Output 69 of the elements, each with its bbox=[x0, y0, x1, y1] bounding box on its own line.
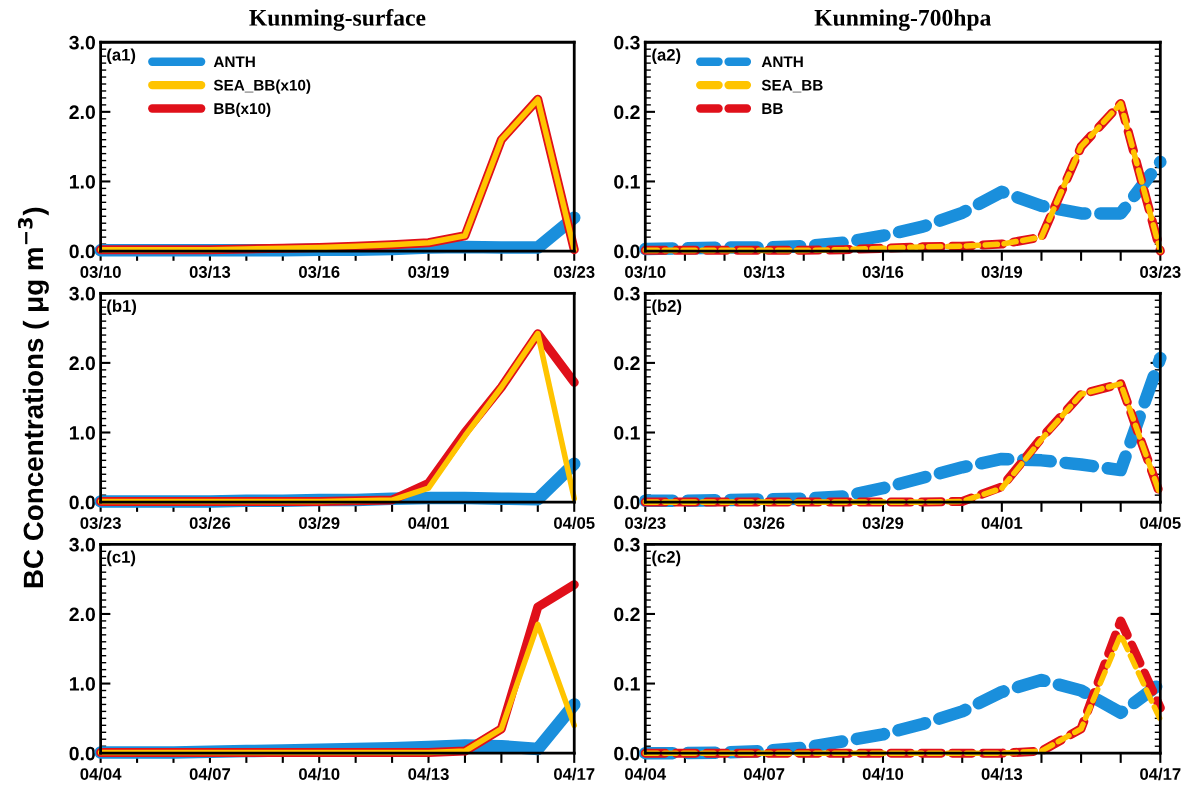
annotation: (b1) bbox=[107, 299, 137, 316]
y-tick-label: 2.0 bbox=[69, 607, 95, 622]
chart-title: Kunming-700hpa bbox=[814, 9, 992, 31]
legend-label: BB bbox=[762, 103, 783, 114]
x-tick-label: 03/19 bbox=[981, 265, 1023, 279]
x-tick-label: 03/13 bbox=[189, 265, 231, 279]
x-tick-label: 03/10 bbox=[625, 265, 666, 279]
x-tick-label: 04/05 bbox=[1140, 516, 1181, 530]
y-tick-label: 0.1 bbox=[614, 174, 640, 189]
y-tick-label: 0.3 bbox=[614, 537, 640, 552]
y-tick-label: 0.1 bbox=[614, 425, 640, 440]
x-tick-label: 03/19 bbox=[408, 265, 449, 279]
y-tick-label: 2.0 bbox=[69, 356, 95, 371]
y-tick-label: 0.3 bbox=[614, 35, 640, 50]
annotation: (a1) bbox=[107, 48, 136, 65]
x-tick-label: 03/29 bbox=[299, 516, 340, 530]
y-tick-label: 0.2 bbox=[614, 607, 640, 622]
x-tick-label: 04/05 bbox=[554, 516, 595, 530]
y-tick-label: 0.0 bbox=[614, 244, 640, 259]
x-tick-label: 04/10 bbox=[862, 767, 904, 781]
y-tick-label: 3.0 bbox=[69, 286, 95, 301]
x-tick-label: 03/16 bbox=[862, 265, 904, 279]
y-tick-label: 0.3 bbox=[614, 286, 640, 301]
y-tick-label: 1.0 bbox=[69, 677, 95, 691]
y-tick-label: 1.0 bbox=[69, 425, 95, 440]
y-tick-label: 0.2 bbox=[614, 105, 640, 120]
x-tick-label: 04/01 bbox=[981, 516, 1023, 530]
y-tick-label: 2.0 bbox=[69, 105, 95, 120]
y-tick-label: 0.0 bbox=[69, 495, 95, 510]
x-tick-label: 03/26 bbox=[189, 516, 231, 530]
legend-label: SEA_BB(x10) bbox=[213, 79, 311, 94]
y-tick-label: 0.0 bbox=[614, 746, 640, 761]
x-tick-label: 04/17 bbox=[1140, 767, 1181, 781]
x-tick-label: 04/17 bbox=[554, 767, 595, 781]
y-tick-label: 0.0 bbox=[69, 244, 95, 259]
legend-label: BB(x10) bbox=[214, 102, 271, 118]
x-tick-label: 03/23 bbox=[1140, 265, 1181, 279]
legend-label: ANTH bbox=[213, 56, 255, 68]
y-tick-label: 0.0 bbox=[69, 746, 95, 761]
annotation: (c2) bbox=[652, 550, 681, 567]
x-tick-label: 03/13 bbox=[743, 265, 785, 279]
annotation: (c1) bbox=[107, 550, 136, 567]
x-tick-label: 04/07 bbox=[743, 767, 785, 781]
annotation: (b2) bbox=[652, 299, 682, 316]
x-tick-label: 03/29 bbox=[862, 516, 904, 530]
y-tick-label: 0.0 bbox=[614, 495, 640, 510]
x-tick-label: 03/23 bbox=[554, 265, 595, 279]
legend-label: SEA_BB bbox=[761, 79, 823, 93]
x-tick-label: 04/07 bbox=[189, 767, 231, 781]
x-tick-label: 04/13 bbox=[981, 767, 1023, 781]
x-tick-label: 04/01 bbox=[408, 516, 449, 530]
y-axis-title: BC Concentrations ( μg m$^{−3}$) bbox=[17, 207, 49, 588]
x-tick-label: 04/04 bbox=[625, 767, 667, 781]
y-tick-label: 0.2 bbox=[614, 356, 640, 371]
x-tick-label: 04/04 bbox=[80, 767, 122, 781]
x-tick-label: 03/23 bbox=[625, 516, 666, 530]
x-tick-label: 03/16 bbox=[299, 265, 340, 279]
x-tick-label: 04/10 bbox=[299, 767, 340, 781]
chart-title: Kunming-surface bbox=[249, 8, 426, 31]
x-tick-label: 03/10 bbox=[80, 265, 121, 279]
annotation: (a2) bbox=[652, 48, 681, 65]
y-tick-label: 0.1 bbox=[614, 677, 640, 691]
y-tick-label: 3.0 bbox=[69, 537, 95, 552]
x-tick-label: 03/26 bbox=[743, 516, 785, 530]
y-tick-label: 3.0 bbox=[69, 35, 95, 50]
x-tick-label: 03/23 bbox=[80, 516, 121, 530]
legend-label: ANTH bbox=[761, 56, 803, 68]
x-tick-label: 04/13 bbox=[408, 767, 449, 781]
y-tick-label: 1.0 bbox=[69, 174, 95, 189]
